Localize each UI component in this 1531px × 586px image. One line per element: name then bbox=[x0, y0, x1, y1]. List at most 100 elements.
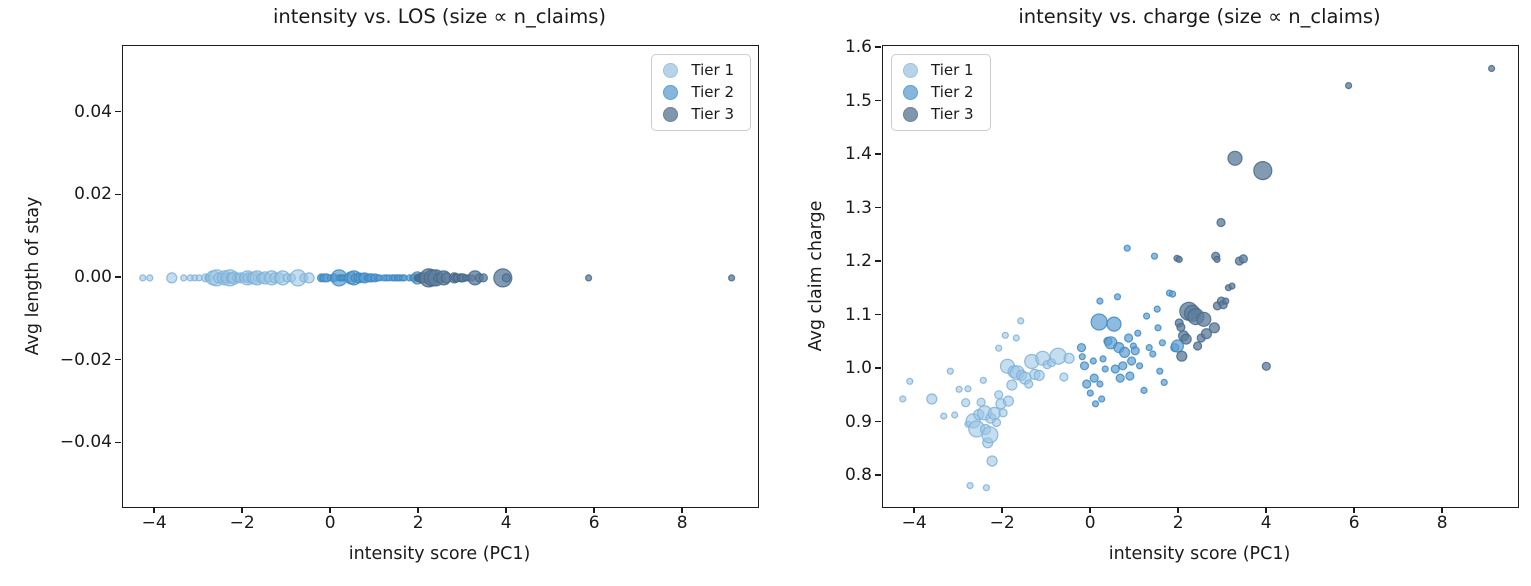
scatter-point bbox=[1160, 378, 1168, 386]
scatter-point bbox=[1208, 322, 1220, 334]
scatter-point bbox=[1002, 395, 1015, 407]
x-tick-label: −2 bbox=[989, 513, 1015, 533]
scatter-point bbox=[1180, 333, 1192, 345]
scatter-point bbox=[727, 274, 736, 282]
scatter-point bbox=[1169, 290, 1177, 298]
scatter-point bbox=[987, 406, 1001, 420]
scatter-point bbox=[1110, 364, 1120, 374]
legend-item-tier2: Tier 2 bbox=[903, 84, 974, 101]
right-scatter-canvas bbox=[899, 64, 1496, 492]
tier2-marker-icon bbox=[663, 85, 679, 100]
x-tick bbox=[681, 507, 683, 513]
scatter-point bbox=[1130, 346, 1140, 356]
scatter-point bbox=[1089, 357, 1097, 365]
scatter-point bbox=[1345, 81, 1353, 90]
y-tick-label: 0.8 bbox=[844, 464, 872, 485]
x-tick-label: −4 bbox=[901, 513, 927, 533]
scatter-point bbox=[1261, 361, 1271, 371]
scatter-point bbox=[1049, 347, 1067, 365]
scatter-point bbox=[303, 272, 315, 284]
scatter-point bbox=[166, 272, 178, 284]
right-plot-ylabel: Avg claim charge bbox=[806, 200, 826, 352]
scatter-point bbox=[1082, 379, 1092, 389]
scatter-point bbox=[1222, 297, 1230, 305]
x-tick-label: −4 bbox=[141, 513, 167, 533]
y-tick bbox=[115, 193, 121, 195]
legend-label: Tier 1 bbox=[691, 61, 734, 79]
scatter-point bbox=[1213, 255, 1221, 263]
x-tick bbox=[505, 507, 507, 513]
y-tick bbox=[875, 206, 881, 209]
scatter-point bbox=[1127, 356, 1137, 366]
left-plot: Tier 1 Tier 2 Tier 3 bbox=[122, 45, 759, 508]
scatter-point bbox=[1487, 64, 1496, 73]
scatter-point bbox=[1150, 252, 1159, 260]
scatter-point bbox=[1024, 379, 1034, 389]
scatter-point bbox=[1063, 352, 1075, 364]
scatter-point bbox=[964, 385, 972, 393]
tier3-marker-icon bbox=[903, 107, 918, 122]
legend-item-tier1: Tier 1 bbox=[903, 62, 974, 79]
legend-label: Tier 2 bbox=[931, 83, 974, 101]
legend-item-tier3: Tier 3 bbox=[663, 106, 734, 123]
scatter-point bbox=[981, 426, 999, 444]
scatter-point bbox=[979, 376, 987, 384]
scatter-point bbox=[926, 393, 938, 405]
scatter-point bbox=[966, 482, 974, 490]
scatter-point bbox=[139, 274, 147, 282]
scatter-point bbox=[1170, 339, 1184, 353]
scatter-point bbox=[1149, 350, 1157, 358]
y-tick-label: 1.3 bbox=[844, 197, 872, 218]
y-tick-label: 1.0 bbox=[844, 358, 872, 379]
x-tick bbox=[241, 507, 243, 513]
x-tick-label: 6 bbox=[588, 513, 600, 533]
scatter-point bbox=[1193, 341, 1203, 351]
scatter-point bbox=[501, 273, 511, 283]
scatter-point bbox=[1118, 361, 1128, 371]
scatter-point bbox=[180, 274, 188, 282]
scatter-point bbox=[1076, 343, 1087, 353]
x-tick bbox=[1177, 507, 1179, 513]
x-tick-label: 0 bbox=[324, 513, 336, 533]
legend-item-tier1: Tier 1 bbox=[663, 62, 734, 79]
scatter-point bbox=[976, 397, 986, 407]
scatter-point bbox=[955, 385, 963, 393]
left-plot-legend: Tier 1 Tier 2 Tier 3 bbox=[651, 54, 751, 131]
scatter-point bbox=[1154, 324, 1162, 332]
scatter-point bbox=[1125, 371, 1135, 381]
y-tick bbox=[875, 99, 881, 102]
scatter-point bbox=[1156, 367, 1164, 375]
scatter-point bbox=[982, 484, 991, 492]
x-tick-label: 0 bbox=[1084, 513, 1096, 533]
scatter-point bbox=[146, 274, 154, 282]
scatter-point bbox=[1115, 373, 1125, 383]
scatter-point bbox=[1096, 297, 1104, 305]
scatter-point bbox=[991, 417, 1002, 428]
y-tick bbox=[875, 260, 881, 262]
scatter-point bbox=[1096, 380, 1104, 388]
y-tick-label: 1.5 bbox=[844, 90, 872, 111]
y-tick bbox=[115, 441, 121, 444]
scatter-point bbox=[1143, 312, 1151, 320]
scatter-point bbox=[986, 455, 998, 467]
scatter-point bbox=[1158, 339, 1166, 347]
y-tick bbox=[875, 153, 881, 155]
x-tick bbox=[1265, 507, 1267, 513]
scatter-point bbox=[951, 411, 959, 419]
scatter-point bbox=[998, 408, 1008, 418]
scatter-point bbox=[1006, 379, 1018, 391]
x-tick bbox=[593, 507, 595, 513]
left-plot-xlabel: intensity score (PC1) bbox=[348, 544, 531, 564]
legend-label: Tier 1 bbox=[931, 61, 974, 79]
y-tick-label: 0.9 bbox=[844, 411, 872, 432]
scatter-point bbox=[946, 367, 954, 375]
scatter-point bbox=[1098, 395, 1106, 403]
scatter-point bbox=[1153, 305, 1161, 313]
scatter-point bbox=[1200, 328, 1212, 340]
scatter-point bbox=[1101, 365, 1109, 373]
scatter-point bbox=[961, 398, 971, 408]
y-tick bbox=[875, 313, 881, 316]
y-tick-label: −0.02 bbox=[59, 349, 112, 370]
scatter-point bbox=[994, 390, 1004, 400]
